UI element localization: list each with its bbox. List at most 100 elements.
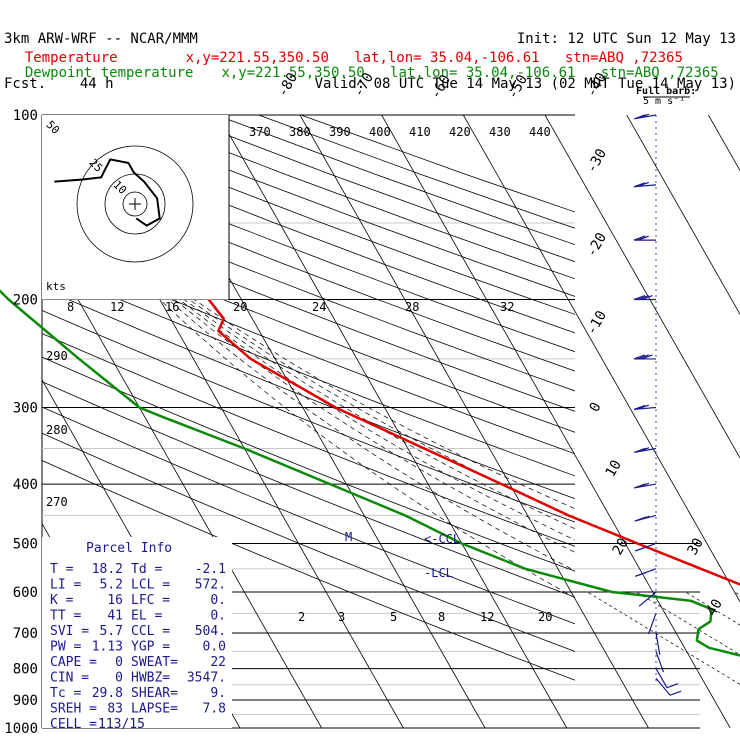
parcel-row-label: CAPE = (50, 655, 97, 670)
theta-label: 420 (449, 125, 471, 139)
parcel-row-value2: 572. (195, 578, 226, 593)
parcel-row-value: 0 (115, 671, 123, 686)
parcel-row-label: LI = (50, 578, 81, 593)
wind-legend-title: Full barb: (636, 86, 696, 97)
isotherm-line (708, 115, 740, 172)
wind-barb-flag (633, 354, 646, 360)
parcel-row-label2: SHEAR= (131, 686, 178, 701)
parcel-row-label2: SWEAT= (131, 655, 178, 670)
wind-barb-staff (638, 591, 657, 607)
parcel-row-label2: HWBZ= (131, 671, 170, 686)
wind-barb (634, 514, 657, 522)
wind-barb (647, 613, 657, 635)
isotherm-label: -60 (428, 72, 455, 102)
isotherm-label: -80 (275, 70, 302, 100)
wind-barb (634, 113, 657, 120)
valid-time: Valid: 08 UTC Tue 14 May 13 (02 MDT Tue … (314, 76, 736, 92)
wind-barb (655, 651, 665, 673)
isotherm-label: -40 (584, 70, 611, 100)
parcel-row-value2: -2.1 (195, 562, 226, 577)
fcst-label: Fcst. (4, 76, 47, 92)
wind-barb-staff (655, 632, 661, 655)
wind-barb-flag (637, 181, 650, 188)
mixing-ratio-label-lower: 5 (390, 610, 397, 624)
dry-adiabat (42, 406, 575, 625)
pressure-label-300: 300 (13, 400, 38, 416)
pressure-label-600: 600 (13, 585, 38, 601)
theta-label: 390 (329, 125, 351, 139)
parcel-row-value2: 0.0 (203, 640, 226, 655)
parcel-row-value: 83 (107, 702, 123, 717)
parcel-row-label: SVI = (50, 624, 89, 639)
dry-adiabat (42, 432, 575, 652)
mixing-ratio-line (636, 591, 740, 656)
wind-barb-staff (647, 613, 657, 635)
wind-barb (634, 447, 657, 453)
ccl-label: <-CCL (424, 532, 460, 546)
moist-adiabat (179, 299, 575, 541)
wind-barb-staff (634, 114, 657, 120)
parcel-row-label2: YGP = (131, 640, 170, 655)
parcel-row-label2: LCL = (131, 578, 170, 593)
wind-barb-staff (634, 447, 657, 453)
temperature-legend-info: x,y=221.55,350.50 lat,lon= 35.04,-106.61… (185, 50, 683, 66)
wind-legend-value: 5 m s⁻¹ (643, 96, 685, 107)
parcel-row-label: K = (50, 593, 74, 608)
dry-adiabat (42, 333, 575, 547)
pressure-label-700: 700 (13, 626, 38, 642)
pressure-label-400: 400 (13, 477, 38, 493)
isotherm-line (544, 115, 740, 459)
isotherm-label: 20 (610, 535, 632, 558)
wind-barb-flag (637, 354, 649, 360)
parcel-row-value2: 7.8 (203, 702, 226, 717)
parcel-info-panel: Parcel Info T = 18.2 Td = -2.1 LI = 5.2 LCL = 5… (42, 537, 232, 732)
wind-barb-flag (637, 113, 650, 119)
parcel-row-value2: 22 (210, 655, 226, 670)
mixing-ratio-line (734, 591, 740, 596)
parcel-row-label: CELL = (50, 717, 97, 732)
isotherm-line (42, 235, 322, 728)
isotherm-label: -20 (584, 230, 611, 260)
m-label: M (345, 530, 352, 544)
temperature-legend-name: Temperature (24, 50, 118, 66)
wind-barb (655, 678, 682, 696)
dry-adiabat (42, 381, 575, 598)
dewpoint-line (0, 289, 740, 657)
parcel-row-label: Tc = (50, 686, 81, 701)
parcel-row-label2: CCL = (131, 624, 170, 639)
wind-barb-flag (635, 571, 647, 577)
dry-adiabat (42, 204, 575, 412)
dry-adiabat (42, 287, 575, 500)
isotherm-line (626, 115, 740, 316)
wind-barb (634, 482, 657, 489)
wind-barb (635, 542, 657, 552)
wind-barb (655, 668, 679, 689)
wind-barb-flag (634, 483, 646, 489)
parcel-row-value2: 3547. (187, 671, 226, 686)
moist-adiabat (193, 299, 575, 510)
mixing-ratio-label: 12 (110, 300, 124, 314)
mixing-ratio-label: 32 (500, 300, 514, 314)
theta-label: 430 (489, 125, 511, 139)
parcel-row-label: T = (50, 562, 74, 577)
pressure-label-500: 500 (13, 536, 38, 552)
hodograph-ring (76, 145, 194, 263)
parcel-row-value2: 9. (210, 686, 226, 701)
parcel-row-value2: 504. (195, 624, 226, 639)
isotherm-label: -70 (351, 70, 378, 100)
theta-label: 370 (249, 125, 271, 139)
parcel-row-value: 29.8 (92, 686, 123, 701)
model-title: 3km ARW-WRF -- NCAR/MMM (4, 31, 198, 47)
theta-label: 410 (409, 125, 431, 139)
dry-adiabat (216, 115, 575, 246)
theta-label: 440 (529, 125, 551, 139)
pressure-label-800: 800 (13, 662, 38, 678)
parcel-row-value: 1.13 (92, 640, 123, 655)
pressure-label-100: 100 (13, 108, 38, 124)
wind-barb-flag (633, 235, 646, 241)
dry-adiabat (258, 115, 575, 229)
dewpoint-legend-name: Dewpoint temperature (24, 65, 194, 81)
moist-adiabat (183, 299, 575, 530)
mixing-ratio-label: 20 (233, 300, 247, 314)
parcel-row-value: 41 (107, 609, 123, 624)
